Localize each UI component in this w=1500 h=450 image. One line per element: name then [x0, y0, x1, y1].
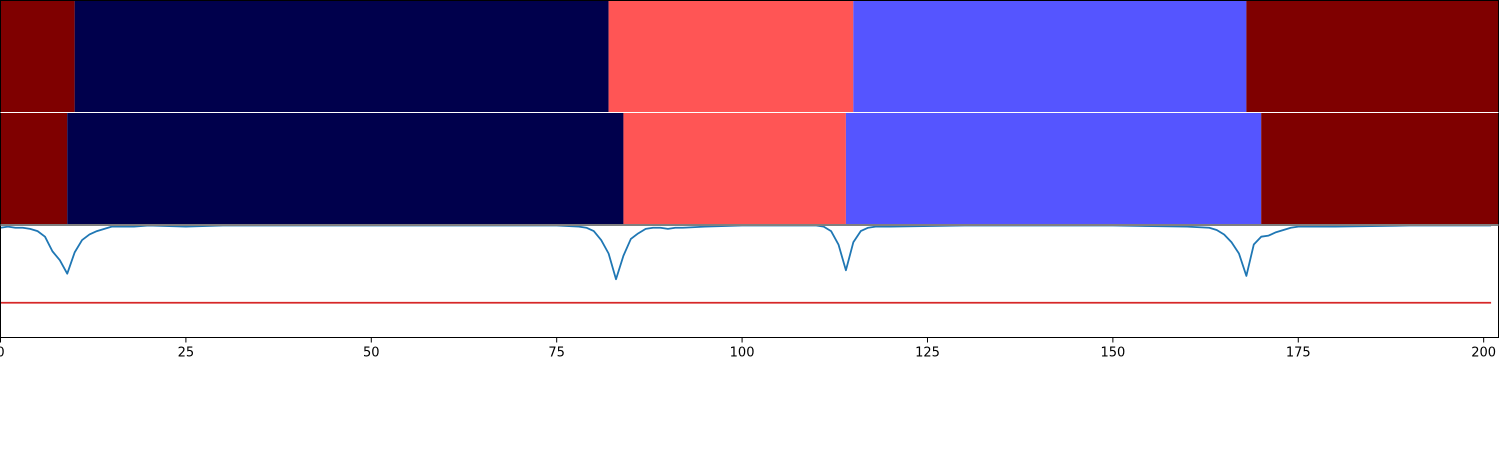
- x-tick-label: 25: [178, 346, 195, 361]
- x-tick-label: 0: [0, 346, 5, 361]
- x-tick-label: 100: [730, 346, 755, 361]
- x-tick-label: 75: [548, 346, 565, 361]
- segment-row-1: [1, 1, 1499, 113]
- segment-1-2: [75, 1, 609, 113]
- x-tick-label: 125: [915, 346, 940, 361]
- segment-row-2: [1, 113, 1499, 225]
- line-panel-background: [1, 226, 1499, 338]
- line-panel: [1, 226, 1499, 338]
- x-tick-label: 150: [1100, 346, 1125, 361]
- segment-2-5: [1261, 113, 1498, 225]
- segment-2-1: [1, 113, 68, 225]
- segment-2-2: [67, 113, 623, 225]
- segment-2-4: [846, 113, 1261, 225]
- segment-1-1: [1, 1, 75, 113]
- x-axis-ticks: 0 25 50 75 100 125 150 175 200: [0, 338, 1496, 361]
- x-tick-label: 175: [1286, 346, 1311, 361]
- segment-1-3: [609, 1, 854, 113]
- x-tick-label: 50: [363, 346, 380, 361]
- x-tick-label: 200: [1471, 346, 1496, 361]
- segment-1-5: [1246, 1, 1498, 113]
- segment-2-3: [623, 113, 845, 225]
- segment-1-4: [853, 1, 1246, 113]
